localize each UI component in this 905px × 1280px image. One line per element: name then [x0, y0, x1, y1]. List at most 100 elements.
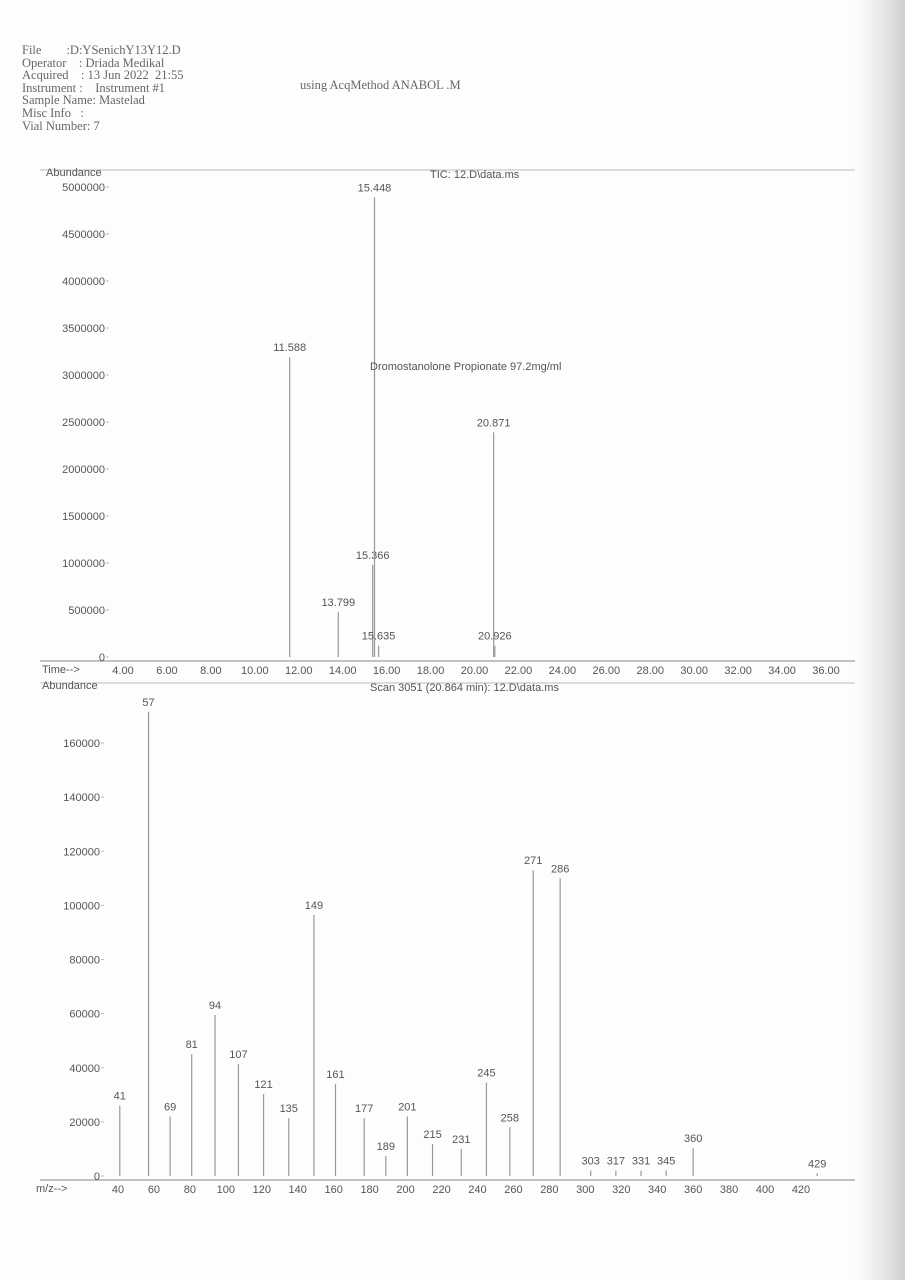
x-tick-label: 100: [217, 1184, 235, 1196]
y-tick-label: 5000000: [62, 182, 105, 194]
header-line: Misc Info :: [22, 105, 84, 120]
header-line: File :D:YSenichY13Y12.D: [22, 43, 181, 57]
peak-label: 41: [114, 1091, 126, 1103]
y-axis-label: Abundance: [42, 680, 98, 692]
peak-label: 135: [280, 1103, 298, 1115]
peak-label: 429: [808, 1158, 826, 1170]
y-tick-label: 3500000: [62, 323, 105, 335]
x-tick-label: 140: [289, 1184, 307, 1196]
peak-label: 11.588: [273, 342, 306, 354]
peak-label: 161: [326, 1069, 344, 1081]
x-tick-label: 10.00: [241, 665, 269, 677]
y-tick-label: 100000: [63, 900, 100, 912]
x-tick-label: 260: [504, 1184, 522, 1196]
x-tick-label: 60: [148, 1184, 160, 1196]
x-tick-label: 36.00: [812, 665, 840, 677]
x-tick-label: 8.00: [200, 665, 221, 677]
x-axis-label: Time-->: [42, 664, 80, 676]
x-tick-label: 380: [720, 1184, 738, 1196]
x-tick-label: 6.00: [156, 665, 177, 677]
peak-label: 286: [551, 863, 569, 875]
x-tick-label: 280: [540, 1184, 558, 1196]
x-tick-label: 240: [468, 1184, 486, 1196]
header-line: Instrument : Instrument #1: [22, 80, 166, 95]
peak-label: 149: [305, 900, 323, 912]
y-tick-label: 3000000: [62, 370, 105, 382]
y-tick-label: 160000: [63, 738, 100, 750]
peak-annotation: Dromostanolone Propionate 97.2mg/ml: [370, 361, 561, 373]
header-line: Operator : Driada Medikal: [22, 55, 165, 70]
peak-label: 345: [657, 1156, 675, 1168]
x-tick-label: 12.00: [285, 665, 313, 677]
y-tick-label: 140000: [63, 792, 100, 804]
x-axis-label: m/z-->: [36, 1183, 67, 1195]
x-tick-label: 28.00: [636, 665, 664, 677]
peak-label: 231: [452, 1134, 470, 1146]
x-tick-label: 80: [184, 1184, 196, 1196]
header-line: Acquired : 13 Jun 2022 21:55: [22, 68, 184, 83]
peak-label: 271: [524, 855, 542, 867]
x-tick-label: 200: [396, 1184, 414, 1196]
x-tick-label: 400: [756, 1184, 774, 1196]
x-tick-label: 24.00: [549, 665, 577, 677]
peak-label: 15.635: [362, 631, 396, 643]
peak-label: 15.448: [358, 182, 392, 194]
x-tick-label: 14.00: [329, 665, 357, 677]
x-tick-label: 420: [792, 1184, 810, 1196]
header-line: Sample Name: Mastelad: [22, 93, 145, 108]
x-tick-label: 4.00: [112, 665, 133, 677]
x-tick-label: 30.00: [680, 665, 708, 677]
peak-label: 94: [209, 1000, 221, 1012]
y-tick-label: 20000: [69, 1117, 100, 1129]
y-tick-label: 40000: [69, 1063, 100, 1075]
peak-label: 121: [254, 1079, 272, 1091]
peak-label: 189: [377, 1141, 395, 1153]
x-tick-label: 300: [576, 1184, 594, 1196]
x-tick-label: 360: [684, 1184, 702, 1196]
x-tick-label: 18.00: [417, 665, 445, 677]
x-tick-label: 20.00: [461, 665, 489, 677]
y-tick-label: 0: [94, 1171, 100, 1183]
y-tick-label: 500000: [68, 605, 105, 617]
peak-label: 20.926: [478, 631, 512, 643]
y-tick-label: 0: [99, 652, 105, 664]
peak-label: 81: [186, 1039, 198, 1051]
plot-title: Scan 3051 (20.864 min): 12.D\data.ms: [370, 682, 559, 694]
y-axis-label: Abundance: [46, 167, 102, 179]
x-tick-label: 340: [648, 1184, 666, 1196]
y-tick-label: 120000: [63, 846, 100, 858]
peak-label: 15.366: [356, 550, 390, 562]
x-tick-label: 120: [253, 1184, 271, 1196]
x-tick-label: 26.00: [593, 665, 621, 677]
peak-label: 317: [607, 1156, 625, 1168]
x-tick-label: 16.00: [373, 665, 401, 677]
x-tick-label: 320: [612, 1184, 630, 1196]
peak-label: 177: [355, 1103, 373, 1115]
x-tick-label: 180: [360, 1184, 378, 1196]
peak-label: 215: [423, 1129, 441, 1141]
y-tick-label: 1000000: [62, 558, 105, 570]
x-tick-label: 34.00: [768, 665, 796, 677]
peak-label: 201: [398, 1101, 416, 1113]
y-tick-label: 4000000: [62, 276, 105, 288]
x-tick-label: 22.00: [505, 665, 533, 677]
x-tick-label: 220: [432, 1184, 450, 1196]
y-tick-label: 2500000: [62, 417, 105, 429]
peak-label: 245: [477, 1068, 495, 1080]
peak-label: 20.871: [477, 417, 511, 429]
sample-header: File :D:YSenichY13Y12.D Operator : Driada…: [22, 44, 183, 132]
scan-edge-shadow: [855, 0, 905, 1280]
x-tick-label: 40: [112, 1184, 124, 1196]
y-tick-label: 4500000: [62, 229, 105, 241]
header-line: Vial Number: 7: [22, 118, 100, 133]
y-tick-label: 1500000: [62, 511, 105, 523]
peak-label: 303: [582, 1156, 600, 1168]
peak-label: 331: [632, 1156, 650, 1168]
x-tick-label: 32.00: [724, 665, 752, 677]
peak-label: 107: [229, 1049, 247, 1061]
y-tick-label: 2000000: [62, 464, 105, 476]
acq-method: using AcqMethod ANABOL .M: [300, 78, 461, 92]
peak-label: 13.799: [321, 597, 355, 609]
